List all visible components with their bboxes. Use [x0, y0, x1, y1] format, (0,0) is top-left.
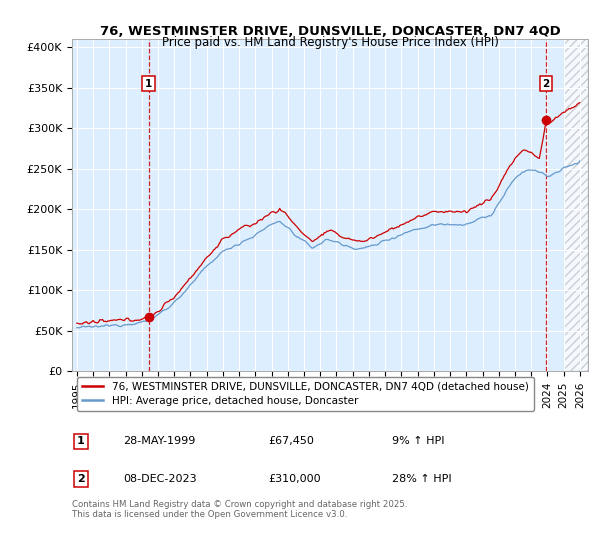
Text: 9% ↑ HPI: 9% ↑ HPI [392, 436, 445, 446]
Text: 1: 1 [77, 436, 85, 446]
Text: 1: 1 [145, 79, 152, 89]
Text: 2: 2 [542, 79, 550, 89]
Text: 76, WESTMINSTER DRIVE, DUNSVILLE, DONCASTER, DN7 4QD: 76, WESTMINSTER DRIVE, DUNSVILLE, DONCAS… [100, 25, 560, 38]
Legend: 76, WESTMINSTER DRIVE, DUNSVILLE, DONCASTER, DN7 4QD (detached house), HPI: Aver: 76, WESTMINSTER DRIVE, DUNSVILLE, DONCAS… [77, 377, 533, 411]
Text: 2: 2 [77, 474, 85, 484]
Text: 28% ↑ HPI: 28% ↑ HPI [392, 474, 452, 484]
Text: 08-DEC-2023: 08-DEC-2023 [124, 474, 197, 484]
Text: £67,450: £67,450 [268, 436, 314, 446]
Text: 28-MAY-1999: 28-MAY-1999 [124, 436, 196, 446]
Text: Contains HM Land Registry data © Crown copyright and database right 2025.
This d: Contains HM Land Registry data © Crown c… [72, 500, 407, 520]
Text: Price paid vs. HM Land Registry's House Price Index (HPI): Price paid vs. HM Land Registry's House … [161, 36, 499, 49]
Text: £310,000: £310,000 [268, 474, 321, 484]
